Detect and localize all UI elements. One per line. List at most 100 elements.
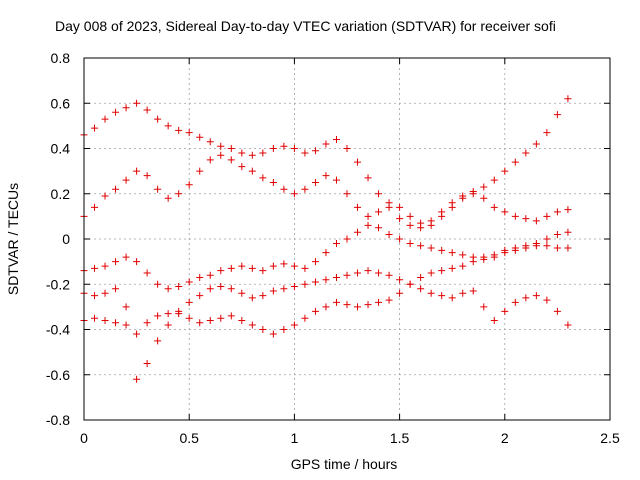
data-point-track-D [396,289,404,297]
data-point-track-A [143,106,151,114]
data-point-track-E [396,276,404,284]
data-point-track-B [553,208,561,216]
data-point-track-E [385,271,393,279]
data-point-track-C [238,262,246,270]
data-point-track-A [543,129,551,137]
data-point-track-D [364,301,372,309]
data-point-track-B [501,208,509,216]
data-point-track-A [133,99,141,107]
y-axis-label: SDTVAR / TECUs [5,183,21,295]
data-point-track-B [280,185,288,193]
data-point-track-A [238,149,246,157]
data-point-track-C [248,264,256,272]
data-point-track-C [269,262,277,270]
data-point-track-C [354,228,362,236]
data-point-track-A [175,126,183,134]
data-point-track-E [143,359,151,367]
data-point-track-A [217,142,225,150]
data-point-track-D [164,310,172,318]
data-point-track-A [322,140,330,148]
data-point-track-D [217,314,225,322]
x-tick-label: 0.5 [179,430,199,446]
data-point-track-D [522,244,530,252]
data-point-track-A [332,135,340,143]
data-point-track-B [406,212,414,220]
data-point-track-C [143,269,151,277]
x-axis-label: GPS time / hours [291,456,398,472]
data-point-track-A [280,142,288,150]
data-point-track-B [217,151,225,159]
y-tick-label: 0.6 [51,95,71,111]
data-point-track-C [438,246,446,254]
data-point-track-B [343,190,351,198]
data-point-track-A [164,122,172,130]
x-tick-label: 0 [80,430,88,446]
data-point-track-B [269,178,277,186]
data-point-track-B [438,212,446,220]
data-point-track-B [332,176,340,184]
data-point-track-C [459,251,467,259]
data-point-track-D [543,235,551,243]
data-point-track-B [417,219,425,227]
y-tick-label: 0 [62,231,70,247]
data-point-track-B [185,181,193,189]
data-point-track-E [480,303,488,311]
data-point-track-A [91,124,99,132]
data-point-track-C [427,244,435,252]
y-tick-label: 0.8 [51,50,71,66]
data-point-track-D [143,319,151,327]
data-point-track-D [469,258,477,266]
data-point-track-A [227,145,235,152]
data-point-track-A [501,167,509,175]
x-tick-label: 2.5 [600,430,620,446]
x-tick-label: 1.5 [390,430,410,446]
axis-tick-labels: 0 0.5 1 1.5 2 2.5 -0.8 -0.6 -0.4 -0.2 0 0.2 0.4 0.6 0.… [46,50,620,446]
data-point-track-E [164,321,172,329]
y-tick-label: -0.2 [46,276,70,292]
data-point-track-D [101,316,109,324]
axis-ticks [83,57,611,421]
data-point-track-A [206,138,214,146]
data-point-track-C [417,242,425,250]
data-point-track-D [343,301,351,309]
y-tick-label: -0.8 [46,412,70,428]
data-point-track-A [248,151,256,159]
data-point-track-D [553,230,561,238]
data-point-track-E [417,285,425,293]
data-point-track-E [332,273,340,281]
data-point-track-D [185,314,193,322]
data-point-track-E [532,292,540,300]
data-point-track-B [112,185,120,193]
data-point-track-A [364,174,372,182]
data-point-track-B [143,172,151,180]
data-point-track-C [290,262,298,270]
data-point-track-D [290,321,298,329]
data-point-track-D [301,314,309,322]
data-point-track-C [385,230,393,238]
data-point-track-B [248,167,256,175]
data-point-track-E [511,298,519,306]
data-point-track-E [354,269,362,277]
data-point-track-A [354,158,362,166]
data-point-track-D [196,319,204,327]
data-point-track-B [301,185,309,193]
data-point-track-D [490,253,498,261]
data-point-track-D [269,330,277,338]
data-point-track-B [91,203,99,211]
data-point-track-A [122,104,130,112]
data-point-track-E [427,289,435,297]
data-point-track-C [196,273,204,281]
data-point-track-C [280,260,288,268]
data-point-track-A [564,95,572,103]
data-point-track-D [438,267,446,275]
data-point-track-E [280,285,288,293]
data-point-track-E [238,289,246,297]
data-point-track-D [480,255,488,263]
data-point-track-B [322,172,330,180]
data-point-track-E [553,307,561,315]
data-point-track-A [196,133,204,141]
data-point-track-A [101,115,109,123]
data-point-track-E [248,294,256,302]
data-point-track-B [543,212,551,220]
data-point-track-D [501,249,509,257]
